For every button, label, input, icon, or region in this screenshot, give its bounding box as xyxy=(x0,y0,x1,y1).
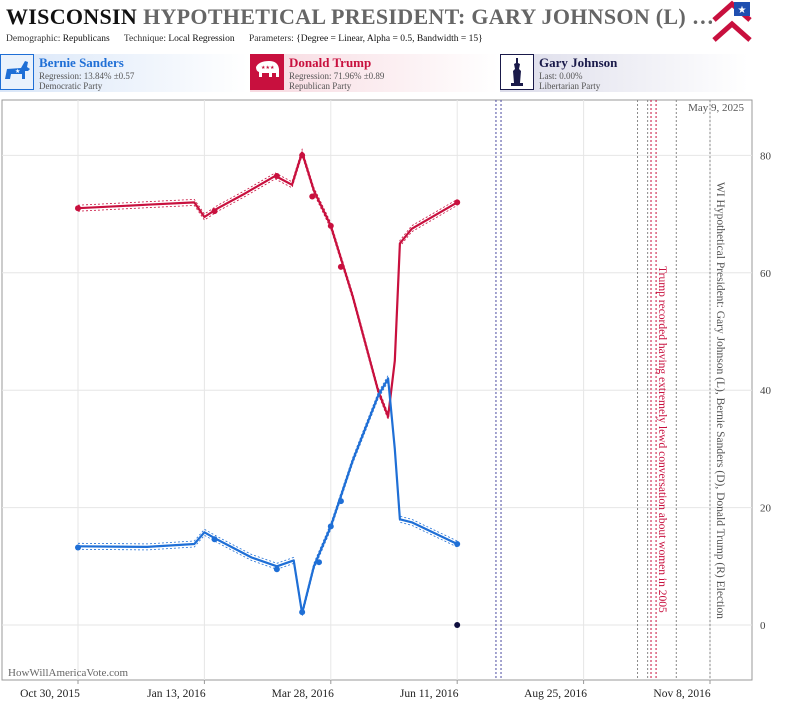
donkey-icon: ★ xyxy=(0,54,34,90)
data-point xyxy=(211,536,218,543)
parameters-value: {Degree = Linear, Alpha = 0.5, Bandwidth… xyxy=(296,34,483,44)
candidate-name: Bernie Sanders xyxy=(39,55,124,70)
x-tick-label: Jan 13, 2016 xyxy=(147,688,206,700)
data-point xyxy=(316,559,323,566)
series-line xyxy=(77,151,458,418)
technique-label: Technique: xyxy=(123,34,166,44)
legend-item-johnson: Gary Johnson Last: 0.00% Libertarian Part… xyxy=(500,54,748,92)
data-point xyxy=(337,263,344,270)
candidate-stat: Regression: 71.96% ±0.89 Republican Party xyxy=(289,71,384,91)
data-point xyxy=(273,566,280,573)
demographic-label: Demographic: xyxy=(6,34,61,44)
flag-logo-icon: ★ xyxy=(712,0,752,48)
y-tick-label: 60 xyxy=(760,268,772,280)
candidate-stat: Last: 0.00% Libertarian Party xyxy=(539,71,600,91)
page-title: WISCONSIN HYPOTHETICAL PRESIDENT: GARY JO… xyxy=(6,4,714,30)
candidate-stat: Regression: 13.84% ±0.57 Democratic Party xyxy=(39,71,134,91)
confidence-band-upper xyxy=(77,148,458,414)
y-tick-label: 80 xyxy=(760,150,772,162)
legend-item-trump: ★★★ Donald Trump Regression: 71.96% ±0.8… xyxy=(250,54,498,92)
x-tick-label: Mar 28, 2016 xyxy=(272,688,335,700)
party-text: Libertarian Party xyxy=(539,81,601,91)
demographic-value: Republicans xyxy=(62,34,110,44)
title-state: WISCONSIN xyxy=(6,4,138,29)
event-annotation: Trump recorded having extremely lewd con… xyxy=(656,266,668,613)
date-label: May 9, 2025 xyxy=(688,102,744,114)
x-axis: Oct 30, 2015 Jan 13, 2016 Mar 28, 2016 Jun … xyxy=(20,680,711,700)
candidate-name: Gary Johnson xyxy=(539,55,618,70)
data-point xyxy=(454,199,461,206)
confidence-band-upper xyxy=(77,374,458,611)
polling-chart: 0 20 40 60 80 Oct 30, 2015 Jan 13, 2016 Mar 28… xyxy=(1,99,772,700)
x-tick-label: Nov 8, 2016 xyxy=(653,688,710,700)
data-point xyxy=(75,544,81,551)
parameters-line: Demographic: Republicans Technique: Loca… xyxy=(6,34,495,44)
elephant-icon: ★★★ xyxy=(250,54,284,90)
vertical-caption: WI Hypothetical President: Gary Johnson … xyxy=(714,182,726,619)
data-point xyxy=(337,498,344,505)
party-text: Republican Party xyxy=(289,81,352,91)
data-point xyxy=(211,208,218,215)
data-point xyxy=(309,193,316,200)
confidence-band-lower xyxy=(77,380,458,617)
data-point xyxy=(299,152,306,159)
x-tick-label: Oct 30, 2015 xyxy=(20,688,80,700)
y-tick-label: 0 xyxy=(760,620,766,632)
x-tick-label: Aug 25, 2016 xyxy=(524,688,587,700)
data-point xyxy=(454,622,461,628)
technique-value: Local Regression xyxy=(168,34,235,44)
data-point xyxy=(327,222,334,229)
series-layer xyxy=(75,148,461,628)
svg-text:★: ★ xyxy=(738,5,747,16)
data-point xyxy=(273,172,280,179)
stat-text: Regression: 13.84% ±0.57 xyxy=(39,71,135,81)
event-lines xyxy=(495,100,711,680)
watermark: HowWillAmericaVote.com xyxy=(8,667,128,679)
legend-item-sanders: ★ Bernie Sanders Regression: 13.84% ±0.5… xyxy=(0,54,248,92)
confidence-band-lower xyxy=(77,154,458,420)
data-point xyxy=(454,540,461,547)
svg-text:★: ★ xyxy=(15,68,20,75)
x-tick-label: Jun 11, 2016 xyxy=(400,688,459,700)
data-point xyxy=(327,523,334,530)
stat-text: Regression: 71.96% ±0.89 xyxy=(289,71,385,81)
y-tick-label: 40 xyxy=(760,385,772,397)
candidate-name: Donald Trump xyxy=(289,55,372,70)
y-tick-label: 20 xyxy=(760,503,772,515)
y-axis: 0 20 40 60 80 xyxy=(760,150,772,632)
parameters-label: Parameters: xyxy=(248,34,294,44)
liberty-icon xyxy=(500,54,534,90)
series-line xyxy=(77,377,458,615)
title-rest: HYPOTHETICAL PRESIDENT: GARY JOHNSON (L)… xyxy=(143,4,715,29)
data-point xyxy=(299,609,306,616)
candidate-legend: ★ Bernie Sanders Regression: 13.84% ±0.5… xyxy=(0,54,789,94)
stat-text: Last: 0.00% xyxy=(539,71,583,81)
data-point xyxy=(75,205,81,212)
svg-text:★★★: ★★★ xyxy=(261,65,275,71)
party-text: Democratic Party xyxy=(39,81,103,91)
